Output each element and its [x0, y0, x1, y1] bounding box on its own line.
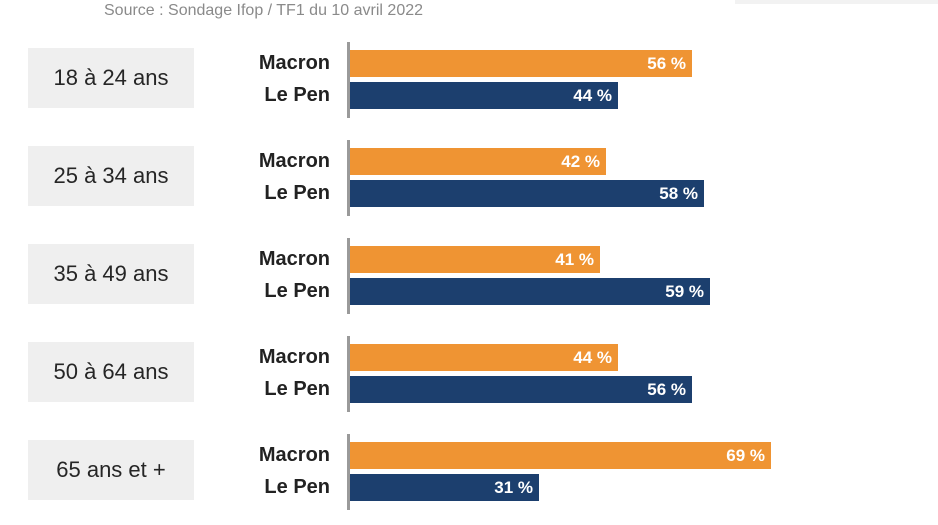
value-label: 44 % [573, 85, 612, 105]
value-label: 69 % [726, 445, 765, 465]
lepen-bar: 31 % [350, 474, 539, 501]
value-label: 44 % [573, 347, 612, 367]
value-label: 59 % [665, 281, 704, 301]
lepen-bar: 59 % [350, 278, 710, 305]
macron-bar: 44 % [350, 344, 618, 371]
axis-line [347, 238, 350, 314]
macron-bar: 42 % [350, 148, 606, 175]
axis-line [347, 434, 350, 510]
macron-bar: 56 % [350, 50, 692, 77]
candidate-label: Macron [258, 248, 330, 270]
candidate-label: Macron [258, 150, 330, 172]
age-label: 18 à 24 ans [28, 48, 194, 108]
candidate-label: Macron [258, 444, 330, 466]
lepen-bar: 44 % [350, 82, 618, 109]
top-strip [735, 0, 938, 4]
value-label: 58 % [659, 183, 698, 203]
age-label: 65 ans et + [28, 440, 194, 500]
lepen-bar: 56 % [350, 376, 692, 403]
value-label: 41 % [555, 249, 594, 269]
value-label: 31 % [494, 477, 533, 497]
value-label: 56 % [647, 379, 686, 399]
axis-line [347, 140, 350, 216]
macron-bar: 41 % [350, 246, 600, 273]
age-label: 50 à 64 ans [28, 342, 194, 402]
source-caption: Source : Sondage Ifop / TF1 du 10 avril … [104, 2, 424, 19]
lepen-bar: 58 % [350, 180, 704, 207]
candidate-label: Le Pen [264, 84, 330, 106]
candidate-label: Macron [258, 346, 330, 368]
value-label: 56 % [647, 53, 686, 73]
axis-line [347, 336, 350, 412]
candidate-label: Macron [258, 52, 330, 74]
age-group: 35 à 49 ans Macron 41 % Le Pen 59 % [0, 238, 938, 320]
age-group: 65 ans et + Macron 69 % Le Pen 31 % [0, 434, 938, 516]
age-label: 25 à 34 ans [28, 146, 194, 206]
age-group: 25 à 34 ans Macron 42 % Le Pen 58 % [0, 140, 938, 222]
candidate-label: Le Pen [264, 182, 330, 204]
candidate-label: Le Pen [264, 280, 330, 302]
axis-line [347, 42, 350, 118]
candidate-label: Le Pen [264, 378, 330, 400]
macron-bar: 69 % [350, 442, 771, 469]
age-group: 18 à 24 ans Macron 56 % Le Pen 44 % [0, 42, 938, 124]
value-label: 42 % [561, 151, 600, 171]
age-group: 50 à 64 ans Macron 44 % Le Pen 56 % [0, 336, 938, 418]
age-label: 35 à 49 ans [28, 244, 194, 304]
candidate-label: Le Pen [264, 476, 330, 498]
